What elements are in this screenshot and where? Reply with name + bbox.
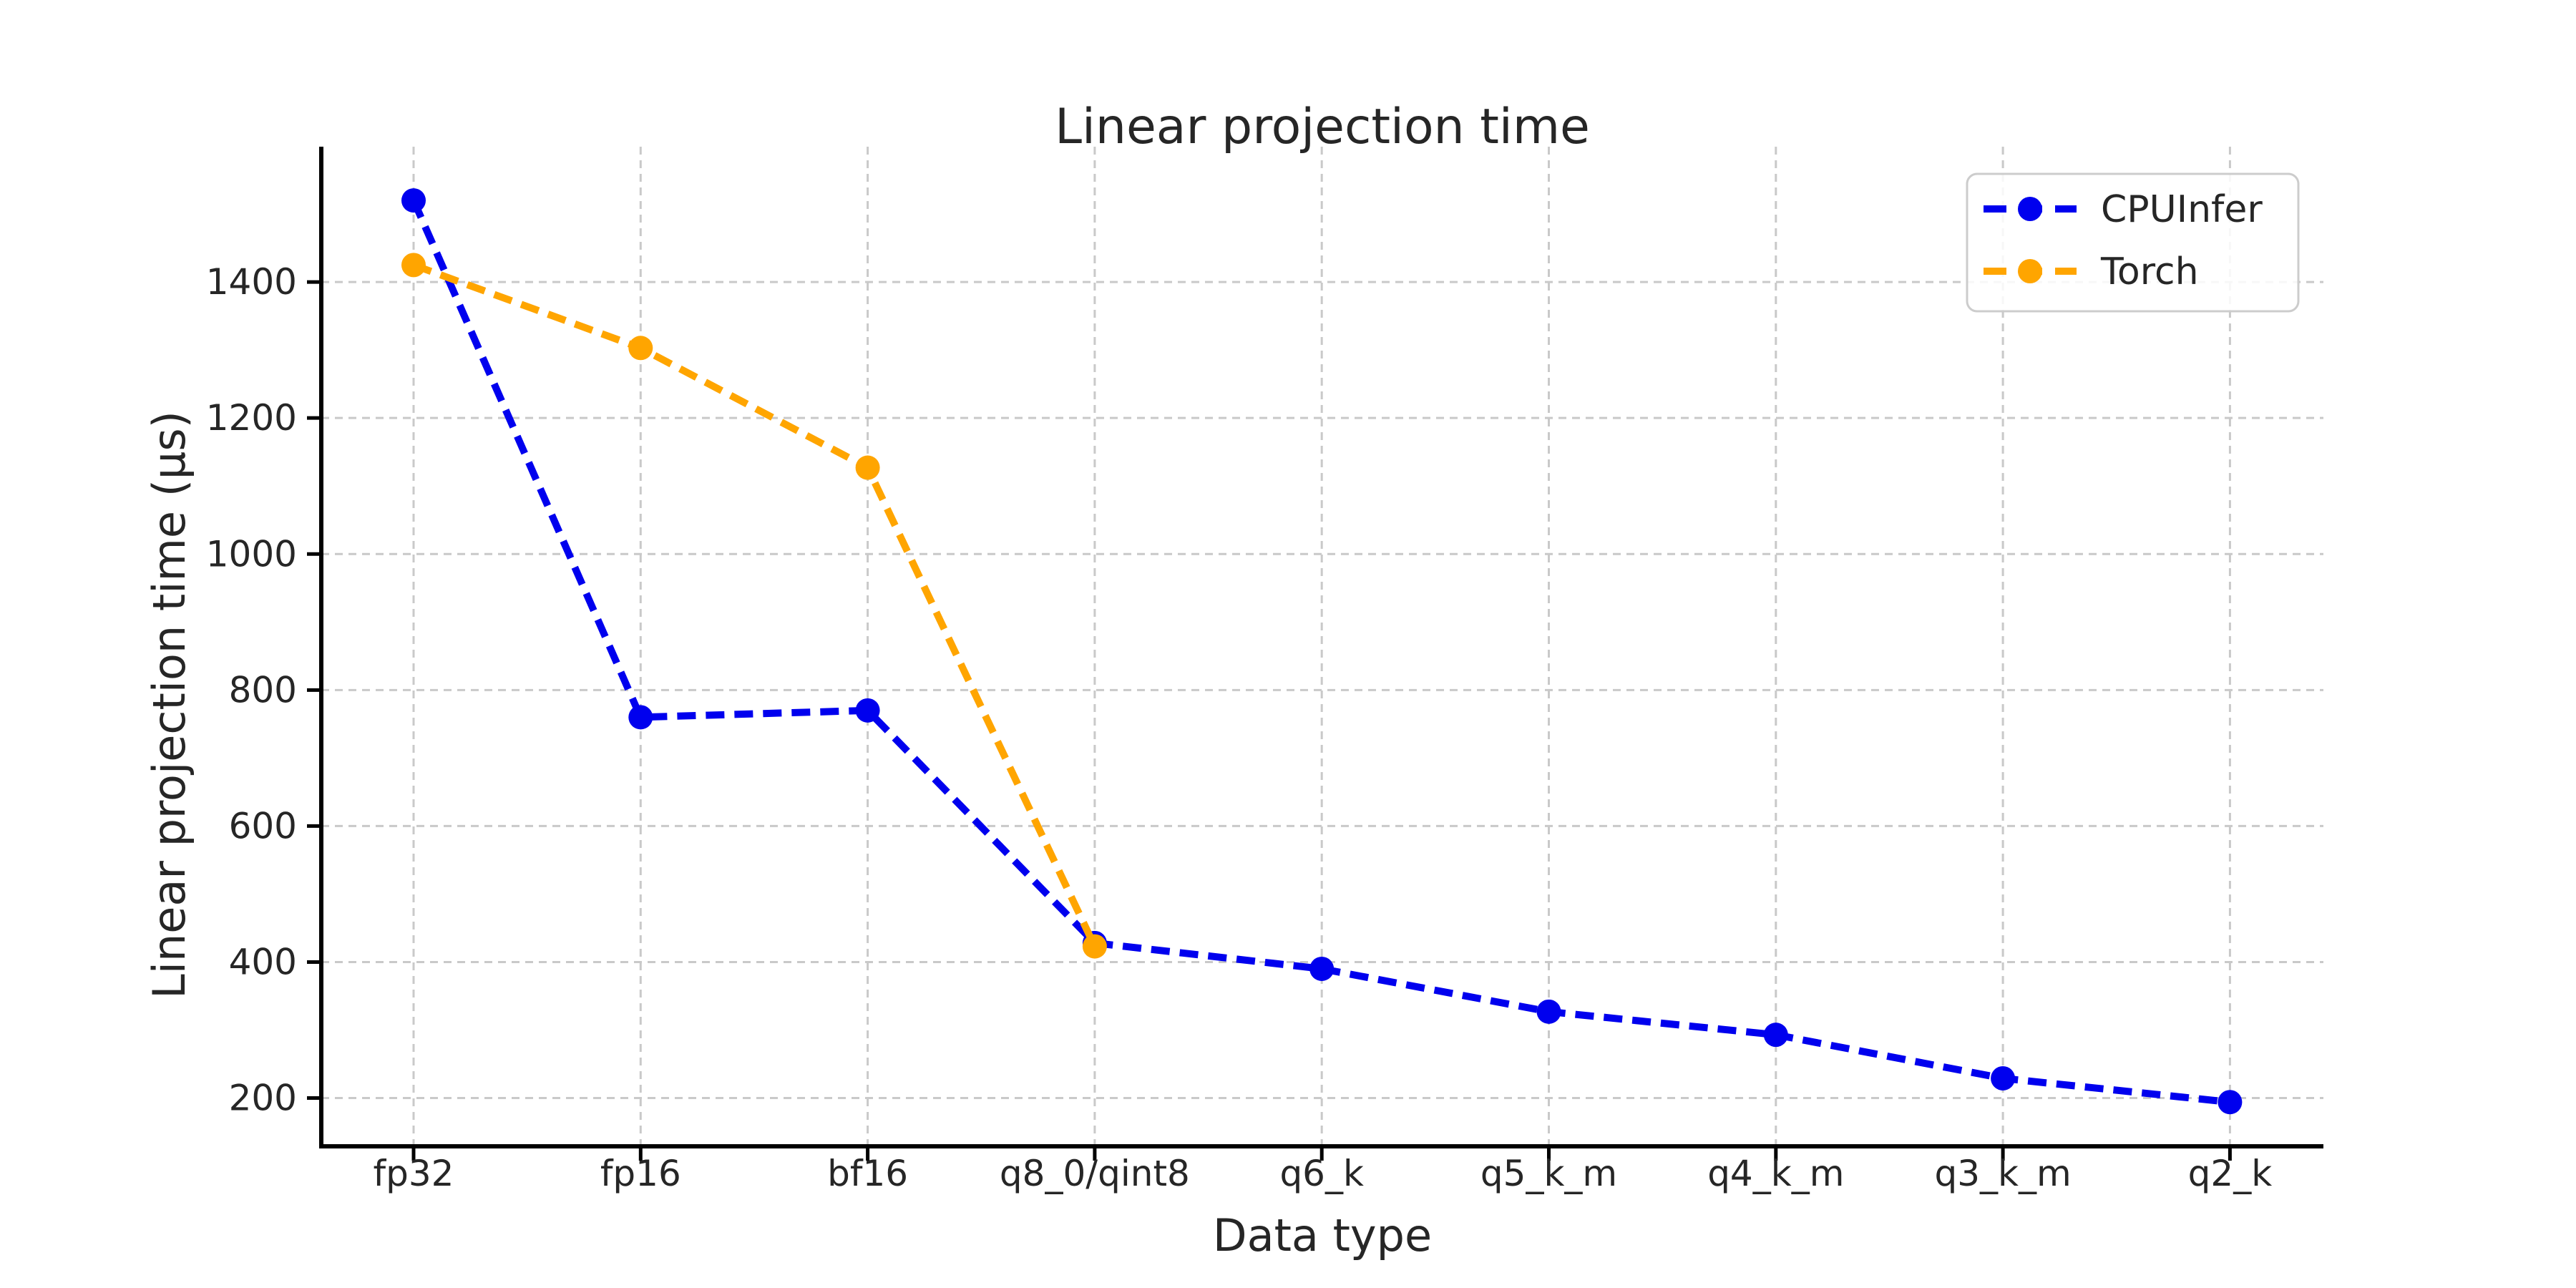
y-axis-title: Linear projection time (µs) bbox=[143, 411, 195, 999]
series-line-cpuinfer bbox=[410, 199, 2230, 1106]
legend-item-torch: Torch bbox=[1984, 250, 2199, 293]
legend-label: CPUInfer bbox=[2101, 188, 2263, 231]
y-tick-label: 400 bbox=[229, 941, 297, 982]
y-tick-label: 1200 bbox=[206, 397, 297, 439]
y-tick-label: 200 bbox=[229, 1078, 297, 1119]
axes-layer: 200 400 600 800 1000 1200 1400 fp32 fp16 bf16 q8_0… bbox=[206, 147, 2323, 1194]
marker-cpuinfer-fp16 bbox=[628, 705, 653, 730]
marker-torch-q8_0/qint8 bbox=[1082, 934, 1107, 959]
marker-cpuinfer-bf16 bbox=[855, 698, 880, 723]
x-tick-label: fp16 bbox=[600, 1153, 681, 1194]
legend-box bbox=[1966, 172, 2300, 313]
x-tick-label: bf16 bbox=[827, 1153, 908, 1194]
marker-cpuinfer-q4_k_m bbox=[1763, 1023, 1788, 1048]
marker-torch-fp32 bbox=[401, 253, 426, 278]
marker-torch-bf16 bbox=[855, 455, 880, 480]
legend-label: Torch bbox=[2100, 250, 2199, 293]
marker-cpuinfer-fp32 bbox=[401, 188, 426, 213]
grid-layer bbox=[321, 147, 2323, 1146]
legend: CPUInfer Torch bbox=[1966, 172, 2300, 313]
x-tick-label: q4_k_m bbox=[1707, 1153, 1844, 1194]
y-tick-label: 800 bbox=[229, 669, 297, 711]
y-tick-label: 1400 bbox=[206, 261, 297, 303]
x-tick-label: fp32 bbox=[374, 1153, 454, 1194]
legend-sample-marker bbox=[2018, 259, 2042, 283]
x-tick-label: q3_k_m bbox=[1934, 1153, 2071, 1194]
marker-cpuinfer-q5_k_m bbox=[1536, 999, 1561, 1024]
marker-cpuinfer-q3_k_m bbox=[1991, 1065, 2016, 1091]
marker-cpuinfer-q2_k bbox=[2218, 1090, 2243, 1115]
x-tick-label: q5_k_m bbox=[1480, 1153, 1617, 1194]
x-tick-label: q8_0/qint8 bbox=[1000, 1153, 1190, 1194]
x-tick-label: q6_k bbox=[1279, 1153, 1364, 1194]
legend-sample-marker bbox=[2018, 197, 2042, 221]
y-tick-label: 1000 bbox=[206, 533, 297, 575]
marker-torch-fp16 bbox=[628, 336, 653, 361]
series-layer bbox=[401, 188, 2243, 1115]
y-tick-label: 600 bbox=[229, 805, 297, 847]
x-tick-label: q2_k bbox=[2188, 1153, 2273, 1194]
marker-cpuinfer-q6_k bbox=[1309, 956, 1335, 981]
legend-item-cpuinfer: CPUInfer bbox=[1984, 188, 2263, 231]
x-axis-title: Data type bbox=[1213, 1209, 1432, 1262]
series-line-torch bbox=[412, 261, 1098, 948]
chart-title: Linear projection time bbox=[1055, 99, 1590, 155]
